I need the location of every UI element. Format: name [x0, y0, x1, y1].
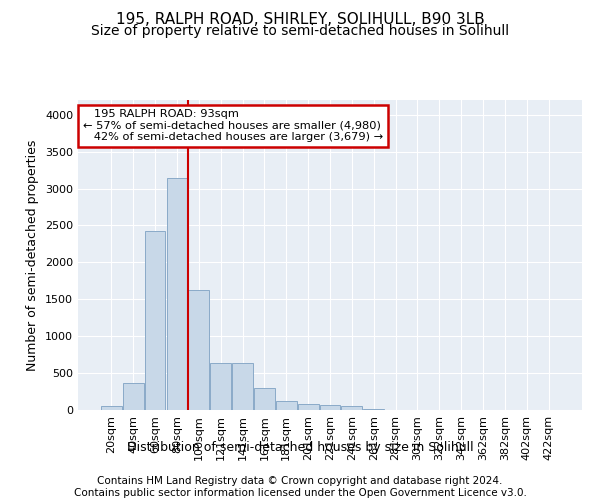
Y-axis label: Number of semi-detached properties: Number of semi-detached properties [26, 140, 40, 370]
Bar [210, 363, 231, 410]
Bar [276, 401, 296, 410]
Bar [123, 382, 143, 410]
Text: Contains public sector information licensed under the Open Government Licence v3: Contains public sector information licen… [74, 488, 526, 498]
Bar [188, 290, 209, 410]
Bar [341, 406, 362, 410]
Bar [320, 405, 340, 410]
Text: Size of property relative to semi-detached houses in Solihull: Size of property relative to semi-detach… [91, 24, 509, 38]
Bar [167, 178, 187, 410]
Text: 195, RALPH ROAD, SHIRLEY, SOLIHULL, B90 3LB: 195, RALPH ROAD, SHIRLEY, SOLIHULL, B90 … [116, 12, 484, 28]
Bar [232, 363, 253, 410]
Text: Contains HM Land Registry data © Crown copyright and database right 2024.: Contains HM Land Registry data © Crown c… [97, 476, 503, 486]
Text: Distribution of semi-detached houses by size in Solihull: Distribution of semi-detached houses by … [127, 441, 473, 454]
Bar [254, 388, 275, 410]
Bar [298, 404, 319, 410]
Text: 195 RALPH ROAD: 93sqm
← 57% of semi-detached houses are smaller (4,980)
   42% o: 195 RALPH ROAD: 93sqm ← 57% of semi-deta… [83, 110, 383, 142]
Bar [101, 406, 122, 410]
Bar [145, 232, 166, 410]
